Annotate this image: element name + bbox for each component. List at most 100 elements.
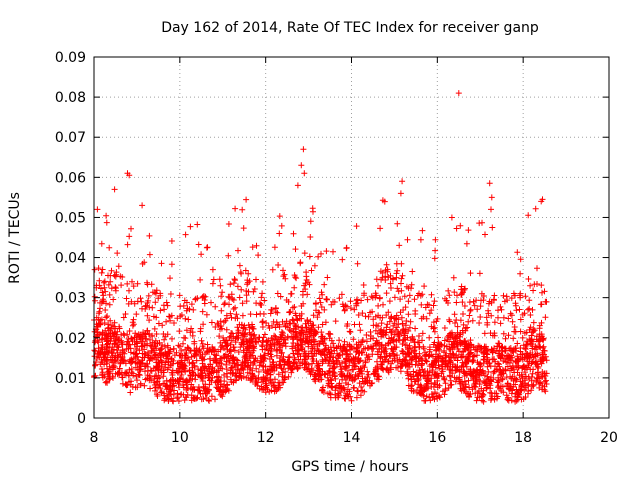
- data-point: [464, 324, 471, 331]
- data-point: [488, 194, 495, 201]
- data-point: [328, 301, 335, 308]
- chart-title: Day 162 of 2014, Rate Of TEC Index for r…: [161, 20, 539, 36]
- data-point: [481, 372, 488, 379]
- data-point: [469, 317, 476, 324]
- data-point: [159, 322, 166, 329]
- data-point: [282, 343, 289, 350]
- data-point: [416, 367, 423, 374]
- data-point: [450, 338, 457, 345]
- data-point: [208, 370, 215, 377]
- data-point: [164, 331, 171, 338]
- data-point: [97, 285, 104, 292]
- data-point: [357, 327, 364, 334]
- data-point: [321, 336, 328, 343]
- data-point: [177, 375, 184, 382]
- data-point: [272, 305, 279, 312]
- data-point: [228, 291, 235, 298]
- data-point: [310, 322, 317, 329]
- data-point: [428, 391, 435, 398]
- data-point: [92, 348, 99, 355]
- data-point: [362, 359, 369, 366]
- data-point: [519, 375, 526, 382]
- data-point: [498, 306, 505, 313]
- data-point: [527, 312, 534, 318]
- data-point: [106, 244, 113, 251]
- data-point: [242, 326, 249, 333]
- data-point: [312, 301, 319, 307]
- data-point: [296, 347, 302, 354]
- data-point: [386, 298, 393, 305]
- data-point: [167, 317, 174, 324]
- data-point: [298, 341, 305, 348]
- data-point: [364, 379, 371, 386]
- data-point: [120, 330, 127, 337]
- data-point: [507, 367, 513, 374]
- data-point: [525, 388, 532, 394]
- data-point: [406, 342, 413, 349]
- data-point: [375, 373, 382, 380]
- data-point: [334, 353, 341, 359]
- data-point: [423, 386, 430, 393]
- data-point: [358, 384, 365, 390]
- data-point: [292, 246, 299, 253]
- data-point: [428, 307, 435, 314]
- data-point: [139, 354, 146, 361]
- data-point: [206, 355, 213, 362]
- data-point: [495, 374, 502, 381]
- data-point: [240, 225, 247, 232]
- data-point: [487, 385, 494, 392]
- data-point: [383, 312, 390, 319]
- data-point: [411, 378, 418, 385]
- data-point: [209, 347, 216, 354]
- data-point: [151, 382, 158, 388]
- data-point: [389, 337, 396, 344]
- data-point: [509, 364, 516, 371]
- data-point: [98, 240, 105, 247]
- data-point: [267, 310, 274, 317]
- data-point: [177, 352, 184, 359]
- data-point: [247, 351, 254, 358]
- data-point: [454, 292, 460, 299]
- data-point: [411, 354, 418, 361]
- data-point: [252, 375, 259, 382]
- data-point: [147, 385, 154, 392]
- data-point: [330, 360, 337, 366]
- data-point: [259, 290, 266, 297]
- data-point: [309, 350, 315, 357]
- data-point: [373, 337, 380, 344]
- data-point: [134, 343, 141, 350]
- data-point: [355, 312, 362, 318]
- data-point: [144, 312, 151, 319]
- data-point: [494, 343, 501, 350]
- data-point: [330, 248, 336, 255]
- data-point: [182, 231, 189, 238]
- data-point: [325, 346, 332, 353]
- data-point: [399, 272, 406, 279]
- data-point: [534, 370, 541, 376]
- data-point: [381, 354, 388, 361]
- data-point: [529, 370, 536, 377]
- data-point: [180, 340, 186, 347]
- data-point: [218, 344, 225, 350]
- data-point: [322, 319, 329, 326]
- data-point: [158, 389, 165, 396]
- data-point: [495, 340, 502, 347]
- data-point: [159, 358, 165, 365]
- data-point: [282, 275, 289, 282]
- data-point: [209, 280, 216, 287]
- data-point: [110, 333, 117, 340]
- data-point: [114, 250, 121, 257]
- data-point: [98, 366, 105, 372]
- data-point: [275, 371, 282, 378]
- data-point: [197, 328, 204, 335]
- data-point: [157, 292, 164, 299]
- data-point: [375, 302, 382, 309]
- data-point: [230, 306, 237, 312]
- data-point: [199, 293, 206, 300]
- data-point: [353, 394, 360, 401]
- data-point: [519, 311, 526, 318]
- data-point: [429, 364, 436, 371]
- data-point: [356, 380, 363, 387]
- data-point: [246, 329, 253, 336]
- data-point: [388, 334, 395, 341]
